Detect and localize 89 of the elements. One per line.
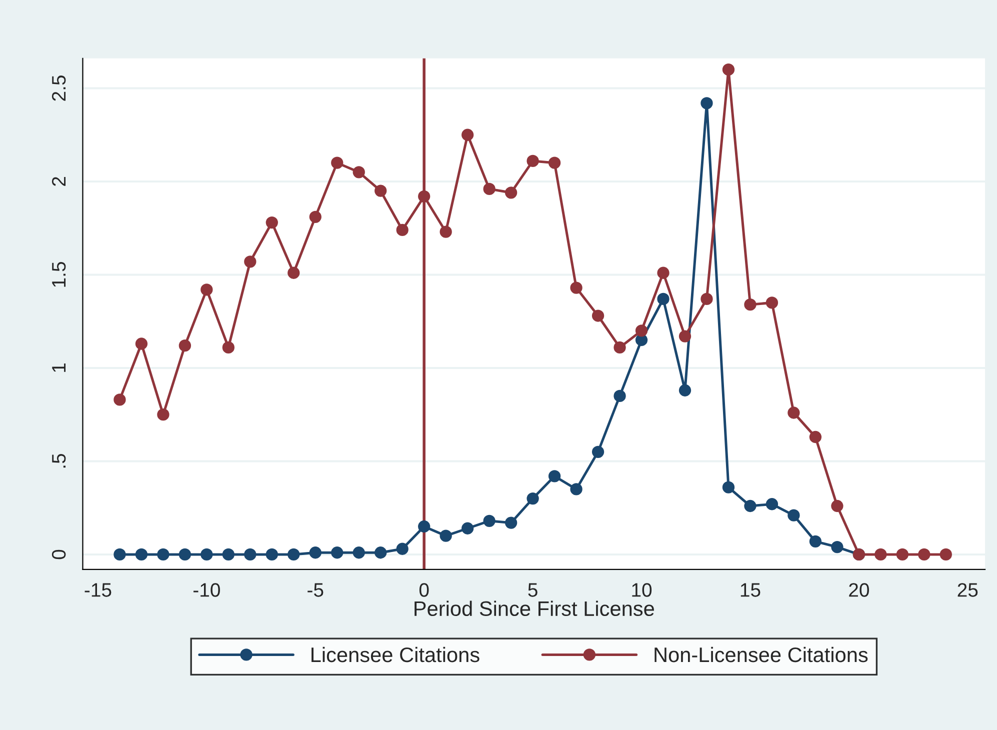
point [657,266,670,279]
point [809,430,822,444]
point [657,292,670,306]
point [266,216,278,229]
point [548,470,561,482]
point [918,548,930,561]
point [244,548,256,561]
point [614,390,626,402]
x-tick-label: -15 [84,583,112,597]
point [809,535,822,548]
point [722,64,735,76]
point [570,483,582,496]
point [462,522,474,534]
point [635,324,648,337]
point [788,406,800,419]
point [548,156,561,169]
point [374,546,387,559]
point [592,310,604,322]
point [222,341,234,354]
y-tick-label: 2.5 [52,76,66,101]
x-axis-title: Period Since First License [414,600,654,616]
point [462,128,474,141]
y-tick-label: 1.5 [52,262,66,287]
point [874,548,887,561]
point [678,384,692,396]
point [766,296,778,309]
point [570,282,582,294]
x-tick-label: 0 [419,583,429,597]
legend-label: Non-Licensee Citations [654,646,868,662]
point [418,520,430,533]
point [831,540,844,554]
point [331,156,344,169]
point [309,546,322,559]
point [700,292,713,306]
point [114,548,126,561]
point [396,224,408,236]
point [331,546,344,559]
point [483,182,496,196]
x-tick-label: -5 [308,583,324,597]
y-tick-label: 0 [52,550,66,560]
point [744,500,756,512]
point [896,548,908,561]
point [744,298,756,311]
point [526,492,539,505]
point [418,190,430,202]
point [614,341,626,354]
point [157,408,170,421]
point [504,186,518,199]
point [288,266,300,279]
point [940,548,952,561]
point [309,210,322,223]
point [114,394,126,406]
y-tick-label: .5 [52,454,66,468]
point [178,340,192,352]
x-tick-label: 20 [849,583,869,597]
y-tick-label: 1 [52,364,66,372]
point [200,548,213,561]
point [700,97,713,110]
point [440,226,452,238]
point [722,481,735,494]
point [200,284,213,296]
point [135,338,148,350]
x-tick-label: -10 [193,583,220,597]
legend-label: Licensee Citations [312,646,480,662]
point [483,514,496,527]
point [288,548,300,561]
point [222,548,234,561]
point [788,509,800,522]
point [440,530,452,542]
point [396,542,408,555]
x-tick-label: 10 [632,583,652,597]
point [135,548,148,561]
x-tick-label: 25 [958,583,978,597]
point [352,546,365,559]
point [831,500,844,512]
point [266,548,278,561]
point [504,516,518,529]
point [678,330,692,342]
point [766,498,778,510]
x-tick-label: 5 [528,583,538,597]
x-tick-label: 15 [740,583,760,597]
point [352,166,365,178]
point [178,548,192,561]
point [244,256,256,268]
y-tick-label: 2 [52,177,66,186]
point [157,548,170,561]
point [592,446,604,458]
point [374,184,387,197]
point [526,154,539,168]
